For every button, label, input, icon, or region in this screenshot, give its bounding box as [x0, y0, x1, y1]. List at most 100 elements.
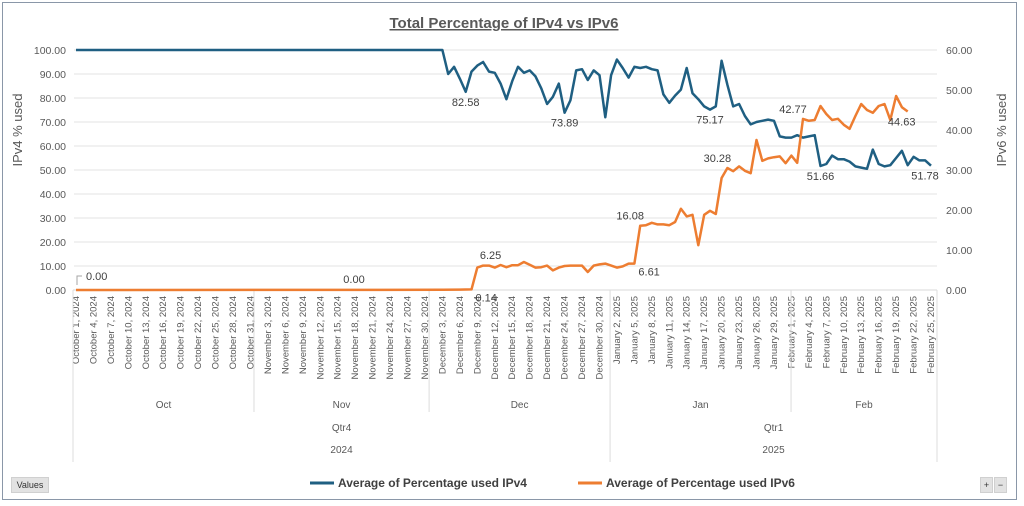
year-label: 2025 [762, 445, 785, 456]
year-label: 2024 [330, 445, 353, 456]
y-right-tick-label: 50.00 [946, 85, 972, 97]
x-tick-label: December 18, 2024 [525, 296, 536, 379]
x-tick-label: December 15, 2024 [507, 296, 518, 379]
x-tick-label: October 28, 2024 [228, 296, 239, 369]
y-left-tick-label: 10.00 [40, 261, 66, 273]
x-tick-label: October 31, 2024 [246, 296, 257, 369]
y-left-tick-label: 70.00 [40, 117, 66, 129]
x-tick-label: November 24, 2024 [385, 296, 396, 379]
leader-line [76, 275, 82, 285]
y-left-tick-label: 100.00 [34, 45, 66, 57]
chart-frame [2, 2, 1017, 500]
data-label: 30.28 [704, 153, 732, 165]
x-tick-label: January 2, 2025 [612, 296, 623, 364]
x-tick-label: November 18, 2024 [350, 296, 361, 379]
x-tick-label: December 30, 2024 [595, 296, 606, 379]
y-right-tick-label: 0.00 [946, 285, 967, 297]
data-labels: 0.00 0.00 82.58 73.89 75.17 51.66 51.78 0.14 6… [76, 97, 939, 304]
ipv4-series-line [76, 48, 932, 171]
x-tick-label: December 27, 2024 [577, 296, 588, 379]
y-right-tick-label: 40.00 [946, 125, 972, 137]
month-label: Dec [511, 400, 529, 411]
data-label: 73.89 [551, 118, 579, 130]
x-tick-label: October 13, 2024 [141, 296, 152, 369]
y-axis-left-ticks: 0.00 10.00 20.00 30.00 40.00 50.00 60.00 70.00 8… [34, 45, 66, 297]
legend: Average of Percentage used IPv4 Average … [310, 476, 795, 490]
data-label: 6.25 [480, 250, 501, 262]
month-label: Nov [333, 400, 351, 411]
x-tick-label: October 25, 2024 [211, 296, 222, 369]
x-tick-label: November 9, 2024 [298, 296, 309, 374]
month-label: Feb [855, 400, 873, 411]
x-tick-label: November 15, 2024 [333, 296, 344, 379]
y-left-tick-label: 50.00 [40, 165, 66, 177]
expand-field-button[interactable]: + [980, 477, 993, 493]
x-tick-label: November 30, 2024 [420, 296, 431, 379]
data-label: 0.00 [343, 274, 364, 286]
collapse-field-button[interactable]: − [994, 477, 1007, 493]
x-tick-label: October 16, 2024 [158, 296, 169, 369]
y-right-tick-label: 60.00 [946, 45, 972, 57]
x-tick-label: November 27, 2024 [403, 296, 414, 379]
x-tick-label: October 22, 2024 [193, 296, 204, 369]
quarter-label: Qtr4 [332, 423, 352, 434]
x-tick-label: October 19, 2024 [176, 296, 187, 369]
quarter-label: Qtr1 [764, 423, 784, 434]
x-tick-label: December 9, 2024 [472, 296, 483, 374]
y-left-tick-label: 90.00 [40, 69, 66, 81]
x-tick-label: February 4, 2025 [804, 296, 815, 368]
x-tick-label: October 4, 2024 [88, 296, 99, 364]
x-tick-label: February 7, 2025 [821, 296, 832, 368]
y-axis-left-title: IPv4 % used [10, 94, 25, 167]
x-tick-label: January 14, 2025 [682, 296, 693, 369]
x-tick-label: January 29, 2025 [769, 296, 780, 369]
y-left-tick-label: 80.00 [40, 93, 66, 105]
chart-title: Total Percentage of IPv4 vs IPv6 [390, 15, 619, 32]
x-tick-label: October 1, 2024 [71, 296, 82, 364]
gridlines [74, 49, 937, 291]
legend-label-ipv4[interactable]: Average of Percentage used IPv4 [338, 476, 527, 490]
y-axis-right-title: IPv6 % used [994, 94, 1009, 167]
x-tick-label: February 22, 2025 [909, 296, 920, 374]
x-tick-label: January 20, 2025 [717, 296, 728, 369]
x-tick-label: January 8, 2025 [647, 296, 658, 364]
data-label: 82.58 [452, 97, 480, 109]
x-tick-label: November 12, 2024 [315, 296, 326, 379]
month-label: Jan [693, 400, 709, 411]
x-tick-label: December 6, 2024 [455, 296, 466, 374]
x-tick-label: December 24, 2024 [560, 296, 571, 379]
values-field-button[interactable]: Values [11, 477, 49, 493]
x-tick-label: December 12, 2024 [490, 296, 501, 379]
y-left-tick-label: 30.00 [40, 213, 66, 225]
y-left-tick-label: 40.00 [40, 189, 66, 201]
ipv6-series-line [75, 94, 909, 292]
x-tick-label: January 11, 2025 [664, 296, 675, 369]
data-label: 75.17 [696, 115, 724, 127]
data-label: 51.66 [807, 171, 835, 183]
x-tick-label: January 26, 2025 [752, 296, 763, 369]
data-label: 16.08 [616, 211, 644, 223]
x-tick-label: January 5, 2025 [629, 296, 640, 364]
data-label: 42.77 [779, 104, 807, 116]
x-tick-label: February 19, 2025 [891, 296, 902, 374]
x-tick-label: February 13, 2025 [856, 296, 867, 374]
data-label: 6.61 [638, 267, 659, 279]
data-label: 44.63 [888, 117, 916, 129]
x-tick-label: January 17, 2025 [699, 296, 710, 369]
y-left-tick-label: 60.00 [40, 141, 66, 153]
x-tick-label: December 3, 2024 [437, 296, 448, 374]
x-tick-label: October 7, 2024 [106, 296, 117, 364]
x-tick-label: November 21, 2024 [368, 296, 379, 379]
data-label: 51.78 [911, 171, 939, 183]
x-tick-label: January 23, 2025 [734, 296, 745, 369]
month-label: Oct [156, 400, 172, 411]
series-lines [75, 48, 932, 292]
x-tick-label: February 16, 2025 [874, 296, 885, 374]
x-tick-label: October 10, 2024 [123, 296, 134, 369]
x-tick-label: February 25, 2025 [926, 296, 937, 374]
y-left-tick-label: 20.00 [40, 237, 66, 249]
x-tick-label: November 3, 2024 [263, 296, 274, 374]
x-tick-label: February 10, 2025 [839, 296, 850, 374]
legend-label-ipv6[interactable]: Average of Percentage used IPv6 [606, 476, 795, 490]
x-tick-label: November 6, 2024 [280, 296, 291, 374]
